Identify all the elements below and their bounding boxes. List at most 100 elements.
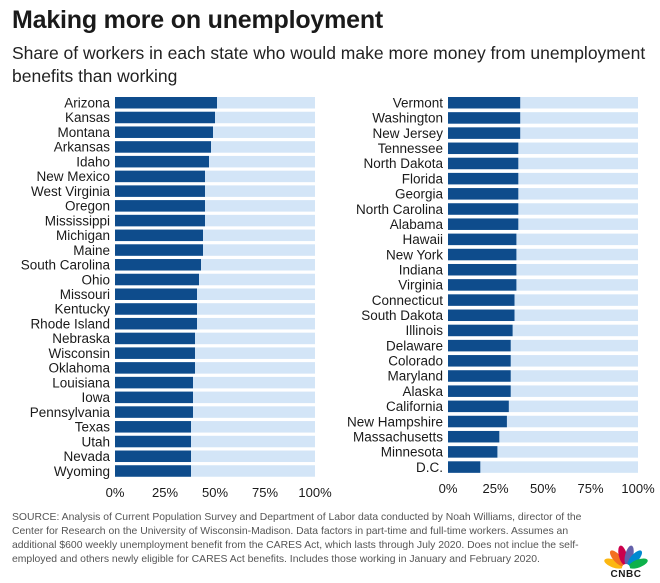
bar-track xyxy=(115,391,315,404)
bar xyxy=(115,376,193,389)
bar-track xyxy=(115,450,315,463)
category-label: Arkansas xyxy=(54,140,111,155)
bar xyxy=(448,248,517,261)
category-label: South Carolina xyxy=(21,258,111,273)
bar xyxy=(448,172,519,185)
category-label: West Virginia xyxy=(31,184,111,199)
category-label: Nevada xyxy=(63,449,110,464)
bar xyxy=(448,142,519,155)
x-tick-label: 100% xyxy=(621,481,655,496)
category-label: Indiana xyxy=(399,262,444,277)
category-label: Wisconsin xyxy=(48,346,110,361)
category-label: Texas xyxy=(75,420,111,435)
bar xyxy=(448,309,515,322)
x-tick-label: 25% xyxy=(152,485,178,500)
category-label: Arizona xyxy=(64,96,110,111)
bar xyxy=(115,126,213,138)
logo-text: CNBC xyxy=(610,569,642,580)
bar-track xyxy=(448,263,638,276)
category-label: Georgia xyxy=(395,187,444,202)
bar-track xyxy=(448,461,638,473)
category-label: Pennsylvania xyxy=(30,405,111,420)
bar-track xyxy=(115,317,315,330)
category-label: Washington xyxy=(372,111,443,126)
category-label: Oregon xyxy=(65,199,110,214)
category-label: Virginia xyxy=(398,278,443,293)
bar-track xyxy=(448,309,638,322)
bar xyxy=(115,244,203,256)
bar-track xyxy=(115,185,315,197)
bar-track xyxy=(448,339,638,352)
bar xyxy=(115,97,217,109)
bar xyxy=(115,214,205,227)
category-label: Florida xyxy=(402,171,444,186)
category-label: Massachusetts xyxy=(353,429,443,444)
bar xyxy=(115,303,197,315)
bar xyxy=(448,400,509,413)
x-tick-label: 0% xyxy=(439,481,458,496)
category-label: Delaware xyxy=(386,338,443,353)
bar-track xyxy=(115,332,315,345)
bar xyxy=(448,97,521,109)
source-note: SOURCE: Analysis of Current Population S… xyxy=(12,512,582,565)
bar-track xyxy=(448,279,638,291)
feather xyxy=(604,558,624,569)
category-label: Rhode Island xyxy=(30,316,110,331)
bar-track xyxy=(448,188,638,200)
bar-track xyxy=(448,172,638,185)
category-label: Kansas xyxy=(65,110,110,125)
category-label: Tennessee xyxy=(378,141,443,156)
category-label: Nebraska xyxy=(52,331,110,346)
bar xyxy=(115,406,193,418)
bar xyxy=(115,273,199,286)
bar-track xyxy=(115,273,315,286)
bar-track xyxy=(115,126,315,138)
bar-track xyxy=(115,406,315,418)
bar-track xyxy=(448,248,638,261)
x-tick-label: 100% xyxy=(298,485,332,500)
cnbc-logo: CNBC xyxy=(601,541,651,581)
bar-track xyxy=(115,170,315,183)
category-label: Maine xyxy=(73,243,110,258)
category-label: California xyxy=(386,399,444,414)
bar xyxy=(448,157,519,170)
bar xyxy=(448,446,498,458)
x-tick-label: 75% xyxy=(252,485,278,500)
bar-track xyxy=(115,244,315,256)
category-label: Mississippi xyxy=(45,213,110,228)
category-label: Minnesota xyxy=(381,445,444,460)
bar xyxy=(115,347,195,359)
bar-track xyxy=(115,229,315,242)
bar xyxy=(115,170,205,183)
peacock-body xyxy=(622,564,630,572)
category-label: Idaho xyxy=(76,154,110,169)
category-label: D.C. xyxy=(416,460,443,475)
bar xyxy=(448,385,511,397)
chart-title: Making more on unemployment xyxy=(12,6,384,34)
x-tick-label: 50% xyxy=(202,485,228,500)
bar xyxy=(448,355,511,367)
bar xyxy=(115,185,205,197)
bar xyxy=(115,111,215,124)
bar-track xyxy=(115,347,315,359)
bar xyxy=(448,188,519,200)
bar-track xyxy=(448,400,638,413)
x-tick-label: 25% xyxy=(482,481,508,496)
bar-track xyxy=(115,362,315,374)
category-label: Wyoming xyxy=(54,464,110,479)
bar-track xyxy=(448,142,638,155)
category-label: Maryland xyxy=(387,369,443,384)
category-label: New Jersey xyxy=(372,126,443,141)
bar xyxy=(115,155,209,168)
category-label: Colorado xyxy=(388,354,443,369)
bar-track xyxy=(115,376,315,389)
bar-track xyxy=(448,415,638,428)
bar-track xyxy=(448,127,638,139)
category-label: Iowa xyxy=(81,390,110,405)
bar xyxy=(115,435,191,448)
category-label: Michigan xyxy=(56,228,110,243)
category-label: Louisiana xyxy=(52,375,110,390)
category-label: New Hampshire xyxy=(347,414,443,429)
